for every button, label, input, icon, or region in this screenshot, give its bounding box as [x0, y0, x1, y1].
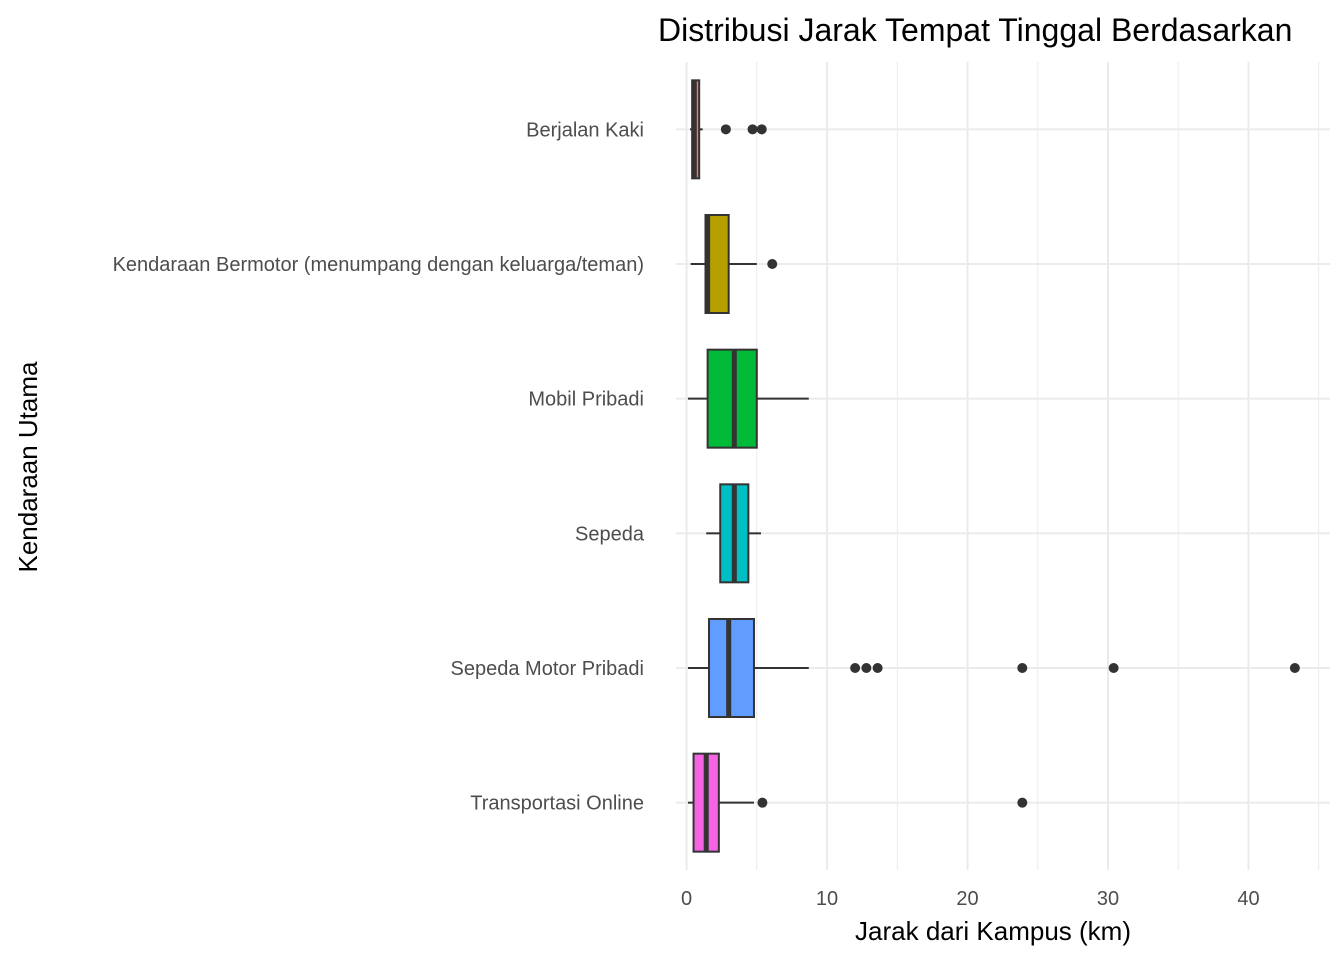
y-axis-title: Kendaraan Utama — [13, 361, 43, 573]
outlier-point — [757, 797, 768, 808]
outlier-point — [756, 124, 767, 135]
boxes — [687, 79, 1300, 853]
outlier-point — [861, 663, 872, 673]
y-tick-label: Transportasi Online — [470, 793, 644, 815]
y-tick-label: Kendaraan Bermotor (menumpang dengan kel… — [113, 254, 644, 276]
outlier-point — [767, 259, 778, 269]
outlier-point — [1108, 663, 1119, 673]
box-mobil-pribadi — [687, 348, 809, 449]
box-sepeda-motor-pribadi — [687, 618, 1300, 718]
outlier-point — [1017, 663, 1028, 673]
y-tick-label: Berjalan Kaki — [526, 119, 644, 141]
y-tick-label: Sepeda — [575, 523, 645, 545]
y-tick-label: Sepeda Motor Pribadi — [451, 658, 644, 680]
box-sepeda — [706, 483, 761, 584]
outlier-point — [850, 663, 861, 673]
grid — [676, 62, 1330, 870]
box-berjalan-kaki — [690, 79, 767, 180]
x-tick-label: 40 — [1237, 888, 1259, 910]
x-tick-label: 0 — [681, 888, 692, 910]
y-tick-labels: Berjalan Kaki Kendaraan Bermotor (menumpa… — [113, 119, 645, 814]
x-axis-title: Jarak dari Kampus (km) — [855, 916, 1131, 946]
outlier-point — [1017, 797, 1028, 808]
outlier-point — [1289, 663, 1300, 673]
x-tick-label: 30 — [1097, 888, 1119, 910]
outlier-point — [747, 124, 758, 135]
chart-title: Distribusi Jarak Tempat Tinggal Berdasar… — [658, 12, 1292, 48]
x-tick-labels: 0 10 20 30 40 — [681, 888, 1260, 910]
x-tick-label: 20 — [956, 888, 978, 910]
x-tick-label: 10 — [816, 888, 838, 910]
box-transportasi-online — [687, 752, 1028, 853]
box-kendaraan-bermotor-menumpang-dengan-keluarga-teman- — [690, 214, 778, 314]
y-tick-label: Mobil Pribadi — [528, 389, 644, 411]
outlier-point — [720, 124, 731, 135]
outlier-point — [872, 663, 883, 673]
box-iqr — [708, 618, 755, 718]
